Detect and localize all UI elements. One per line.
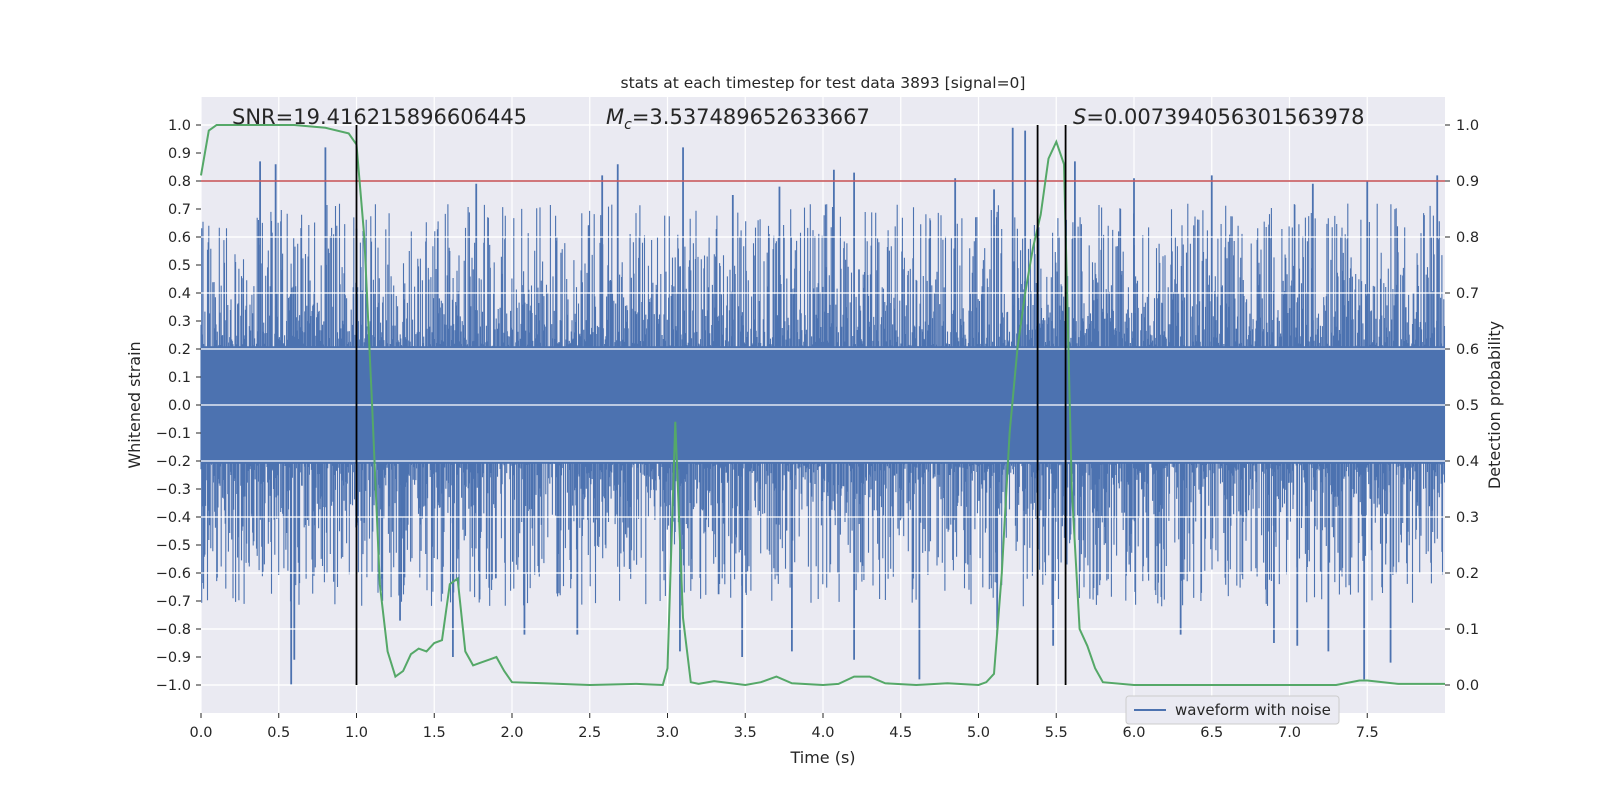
x-tick-label: 5.0 bbox=[967, 725, 990, 741]
y-right-tick-label: 0.4 bbox=[1456, 454, 1479, 470]
x-tick-label: 3.5 bbox=[734, 725, 757, 741]
y-left-tick-label: 0.0 bbox=[168, 398, 191, 414]
x-tick-label: 4.5 bbox=[889, 725, 912, 741]
y-right-tick-label: 0.6 bbox=[1456, 342, 1479, 358]
significance-value: =0.007394056301563978 bbox=[1086, 105, 1364, 129]
y-left-tick-label: 0.9 bbox=[168, 146, 191, 162]
y-right-tick-label: 0.8 bbox=[1456, 230, 1479, 246]
event-lines bbox=[355, 125, 1067, 685]
x-tick-label: 7.5 bbox=[1356, 725, 1379, 741]
x-tick-label: 3.0 bbox=[656, 725, 679, 741]
x-axis-label: Time (s) bbox=[789, 748, 855, 767]
chirp-mass-symbol: M bbox=[606, 105, 624, 129]
y-right-tick-label: 0.1 bbox=[1456, 622, 1479, 638]
y-left-tick-label: −1.0 bbox=[156, 678, 191, 694]
y-left-tick-label: −0.1 bbox=[156, 426, 191, 442]
x-axis-ticks: 0.0 0.5 1.0 1.5 2.0 2.5 3.0 3.5 4.0 4.5 5.0 5.5 6.0 6… bbox=[189, 713, 1379, 741]
chirp-mass-annotation: Mc=3.537489652633667 bbox=[606, 105, 870, 133]
x-tick-label: 1.5 bbox=[423, 725, 446, 741]
y-right-tick-label: 0.7 bbox=[1456, 286, 1479, 302]
probability-series bbox=[200, 124, 1445, 687]
y-left-tick-label: 0.6 bbox=[168, 230, 191, 246]
x-tick-label: 0.0 bbox=[189, 725, 212, 741]
x-tick-label: 7.0 bbox=[1278, 725, 1301, 741]
y-axis-left-label: Whitened strain bbox=[125, 341, 144, 468]
y-right-tick-label: 0.3 bbox=[1456, 510, 1479, 526]
y-left-tick-label: −0.3 bbox=[156, 482, 191, 498]
y-left-tick-label: 0.2 bbox=[168, 342, 191, 358]
y-left-tick-label: −0.5 bbox=[156, 538, 191, 554]
chart-title: stats at each timestep for test data 389… bbox=[621, 74, 1026, 92]
y-left-tick-label: 0.1 bbox=[168, 370, 191, 386]
y-left-tick-label: −0.2 bbox=[156, 454, 191, 470]
y-right-tick-label: 0.0 bbox=[1456, 678, 1479, 694]
y-left-tick-label: −0.7 bbox=[156, 594, 191, 610]
chirp-mass-subscript: c bbox=[624, 117, 632, 133]
y-left-tick-label: 0.7 bbox=[168, 202, 191, 218]
y-left-tick-label: 0.3 bbox=[168, 314, 191, 330]
y-left-tick-label: −0.6 bbox=[156, 566, 191, 582]
y-left-tick-label: −0.4 bbox=[156, 510, 191, 526]
waveform-noise bbox=[200, 203, 1446, 607]
significance-annotation: S=0.007394056301563978 bbox=[1073, 105, 1364, 129]
x-tick-label: 0.5 bbox=[267, 725, 290, 741]
y-right-tick-label: 0.9 bbox=[1456, 174, 1479, 190]
y-left-tick-label: 0.4 bbox=[168, 286, 191, 302]
x-tick-label: 5.5 bbox=[1045, 725, 1068, 741]
snr-annotation: SNR=19.416215896606445 bbox=[232, 105, 527, 129]
x-tick-label: 1.0 bbox=[345, 725, 368, 741]
chirp-mass-value: =3.537489652633667 bbox=[632, 105, 870, 129]
y-left-tick-label: −0.8 bbox=[156, 622, 191, 638]
x-tick-label: 4.0 bbox=[811, 725, 834, 741]
y-right-tick-label: 0.2 bbox=[1456, 566, 1479, 582]
legend-waveform-label: waveform with noise bbox=[1175, 701, 1331, 719]
y-right-tick-label: 0.5 bbox=[1456, 398, 1479, 414]
y-left-tick-label: 0.8 bbox=[168, 174, 191, 190]
x-tick-label: 2.5 bbox=[578, 725, 601, 741]
legend-box bbox=[1125, 695, 1340, 725]
y-axis-left-ticks: 1.0 0.9 0.8 0.7 0.6 0.5 0.4 0.3 0.2 0.1 0.0 −0.1 −0.… bbox=[156, 118, 201, 694]
y-left-tick-label: 0.5 bbox=[168, 258, 191, 274]
x-tick-label: 6.5 bbox=[1200, 725, 1223, 741]
y-axis-right-label: Detection probability bbox=[1485, 321, 1504, 489]
x-tick-label: 6.0 bbox=[1122, 725, 1145, 741]
significance-symbol: S bbox=[1073, 105, 1086, 129]
detection-probability-line bbox=[200, 124, 1445, 687]
x-tick-label: 2.0 bbox=[500, 725, 523, 741]
y-axis-right-ticks: 1.0 0.9 0.8 0.7 0.6 0.5 0.4 0.3 0.2 0.1 0.0 bbox=[1445, 118, 1479, 694]
y-left-tick-label: 1.0 bbox=[168, 118, 191, 134]
legend: waveform with noise bbox=[1125, 695, 1340, 725]
y-right-tick-label: 1.0 bbox=[1456, 118, 1479, 134]
y-left-tick-label: −0.9 bbox=[156, 650, 191, 666]
